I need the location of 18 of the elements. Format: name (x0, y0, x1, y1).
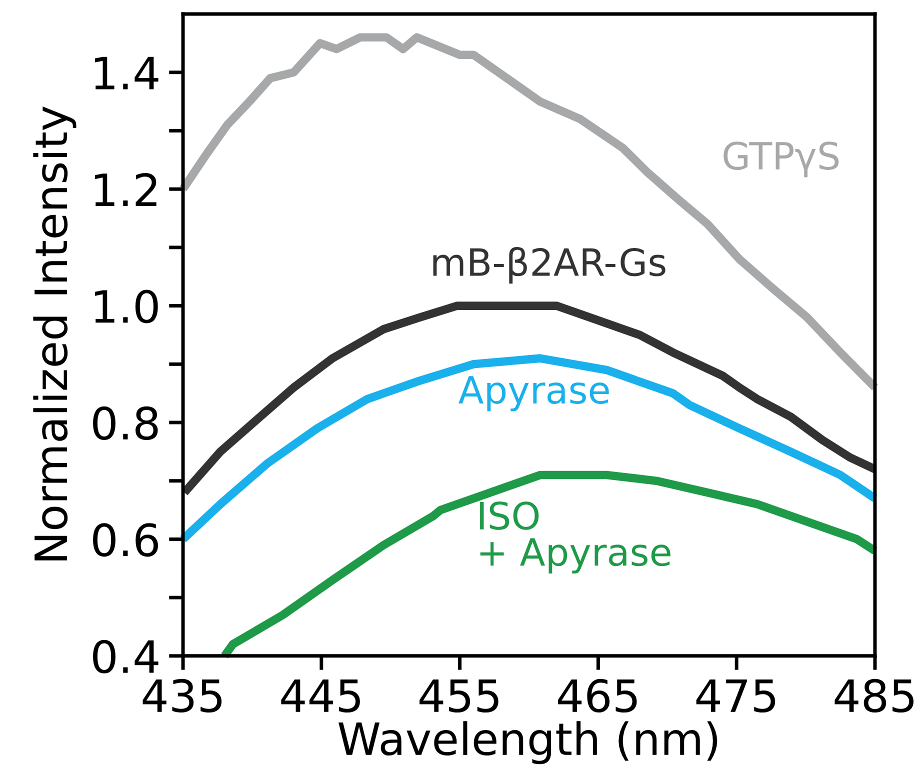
series-label: mB-β2AR-Gs (433, 247, 666, 284)
x-tick-label: 475 (696, 680, 776, 713)
y-tick-label: 0.4 (93, 640, 158, 674)
x-tick-label: 455 (420, 680, 498, 713)
series-label: ISO + Apyrase (480, 502, 670, 574)
y-tick-label: 1.4 (94, 56, 158, 90)
x-axis-title: Wavelength (nm) (338, 721, 718, 764)
x-tick-label: 485 (834, 678, 914, 713)
y-axis-title: Normalized Intensity (33, 106, 76, 560)
x-tick-label: 465 (558, 678, 637, 713)
y-tick-label: 1.0 (94, 290, 158, 324)
x-tick-label: 435 (142, 678, 222, 713)
x-tick-label: 445 (281, 680, 360, 713)
y-tick-label: 0.6 (93, 523, 158, 557)
y-tick-label: 0.8 (93, 406, 158, 440)
y-tick-label: 1.2 (94, 172, 156, 206)
series-label: Apyrase (458, 376, 609, 412)
series-label: GTPγS (724, 142, 839, 178)
